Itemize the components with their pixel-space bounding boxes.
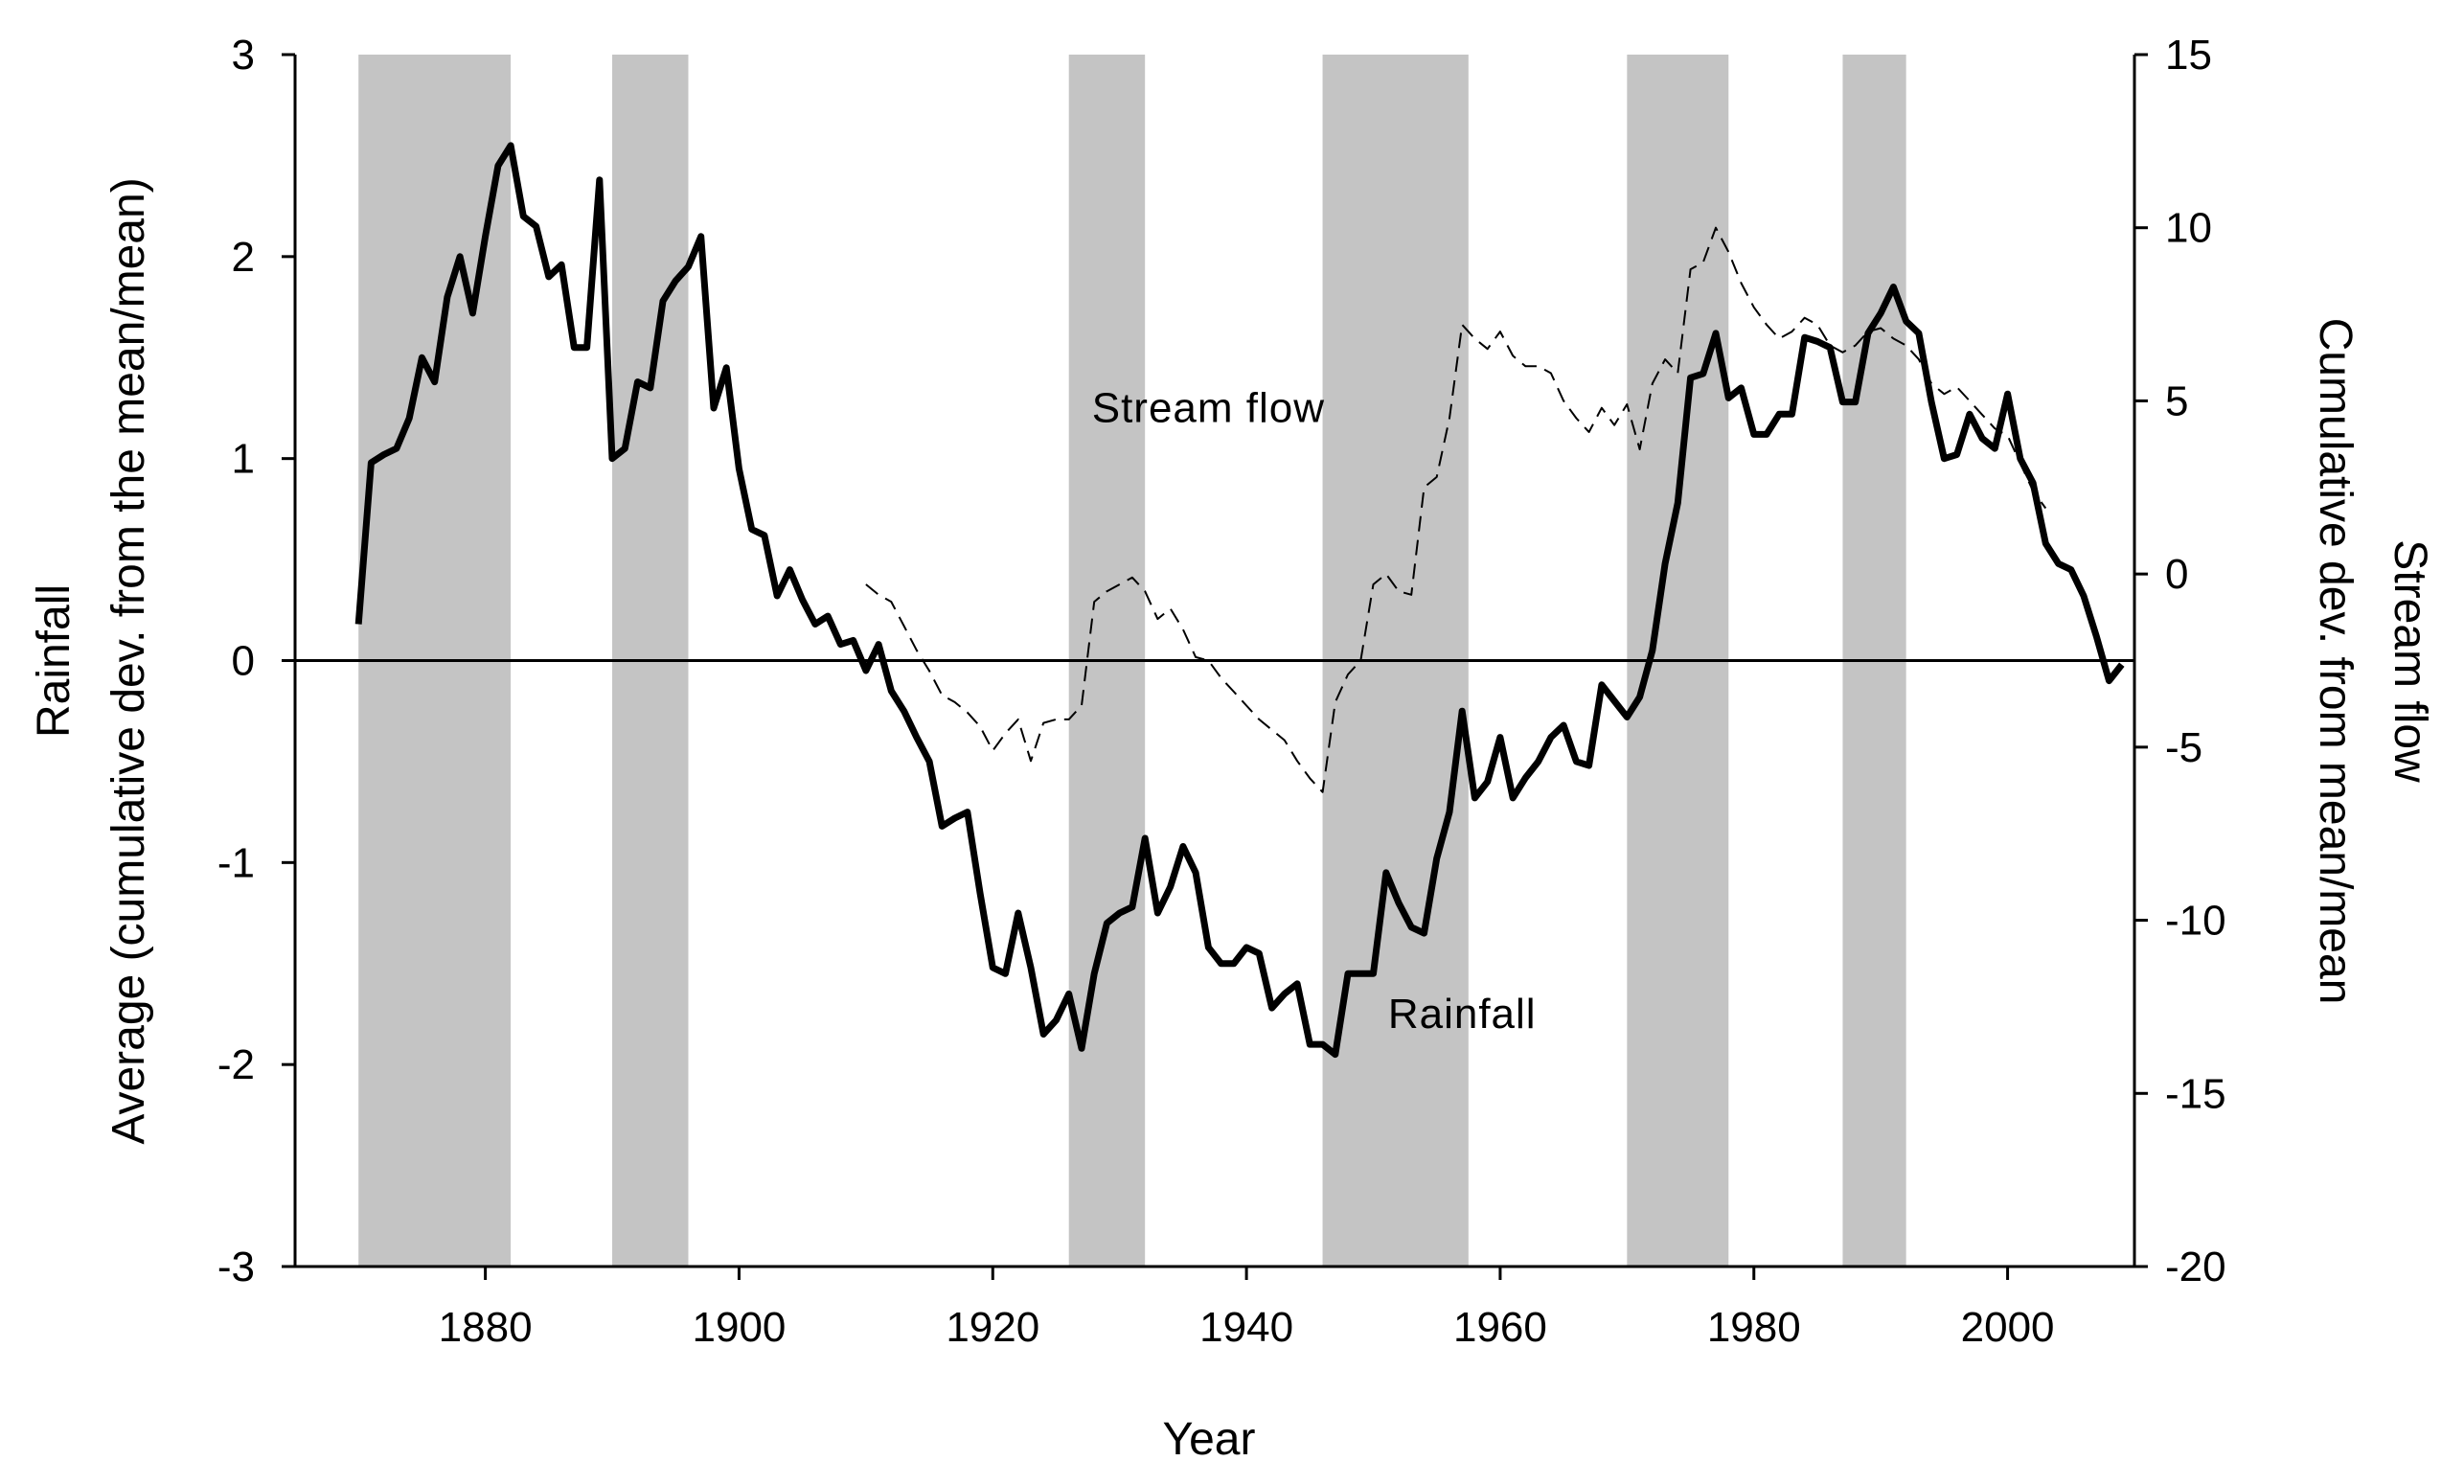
right-tick-label: -20	[2165, 1244, 2226, 1290]
right-tick-label: 0	[2165, 551, 2188, 598]
annotation-rainfall: Rainfall	[1388, 991, 1537, 1038]
x-tick-label: 1880	[439, 1304, 533, 1351]
left-tick-label: -3	[217, 1244, 255, 1290]
left-tick-label: 0	[232, 638, 255, 685]
annotation-stream-flow: Stream flow	[1092, 385, 1325, 432]
plot-lines	[354, 142, 2125, 1059]
right-tick-label: 10	[2165, 205, 2212, 252]
x-axis-title: Year	[1163, 1414, 1256, 1465]
left-tick-label: 1	[232, 436, 255, 483]
right-axis-title-line1: Stream flow	[2384, 539, 2435, 783]
right-tick-label: 15	[2165, 32, 2212, 79]
left-axis-title-line1: Rainfall	[29, 584, 80, 738]
axes	[282, 53, 2148, 1280]
left-tick-label: 3	[232, 32, 255, 79]
right-tick-label: -15	[2165, 1070, 2226, 1117]
x-tick-label: 2000	[1961, 1304, 2055, 1351]
x-tick-label: 1940	[1199, 1304, 1293, 1351]
series-stream-flow	[865, 226, 2047, 793]
x-tick-label: 1900	[693, 1304, 787, 1351]
right-tick-label: -10	[2165, 898, 2226, 945]
x-tick-label: 1920	[946, 1304, 1039, 1351]
x-tick-label: 1960	[1453, 1304, 1547, 1351]
left-tick-label: 2	[232, 234, 255, 281]
left-tick-label: -2	[217, 1041, 255, 1088]
right-tick-label: -5	[2165, 724, 2202, 771]
series-rainfall	[354, 142, 2125, 1059]
left-tick-label: -1	[217, 839, 255, 886]
x-tick-label: 1980	[1707, 1304, 1801, 1351]
left-axis-title-line2: Average (cumulative dev. from the mean/m…	[103, 177, 154, 1144]
right-tick-label: 5	[2165, 377, 2188, 424]
right-axis-title-line2: Cumulative dev. from mean/mean	[2310, 318, 2361, 1005]
